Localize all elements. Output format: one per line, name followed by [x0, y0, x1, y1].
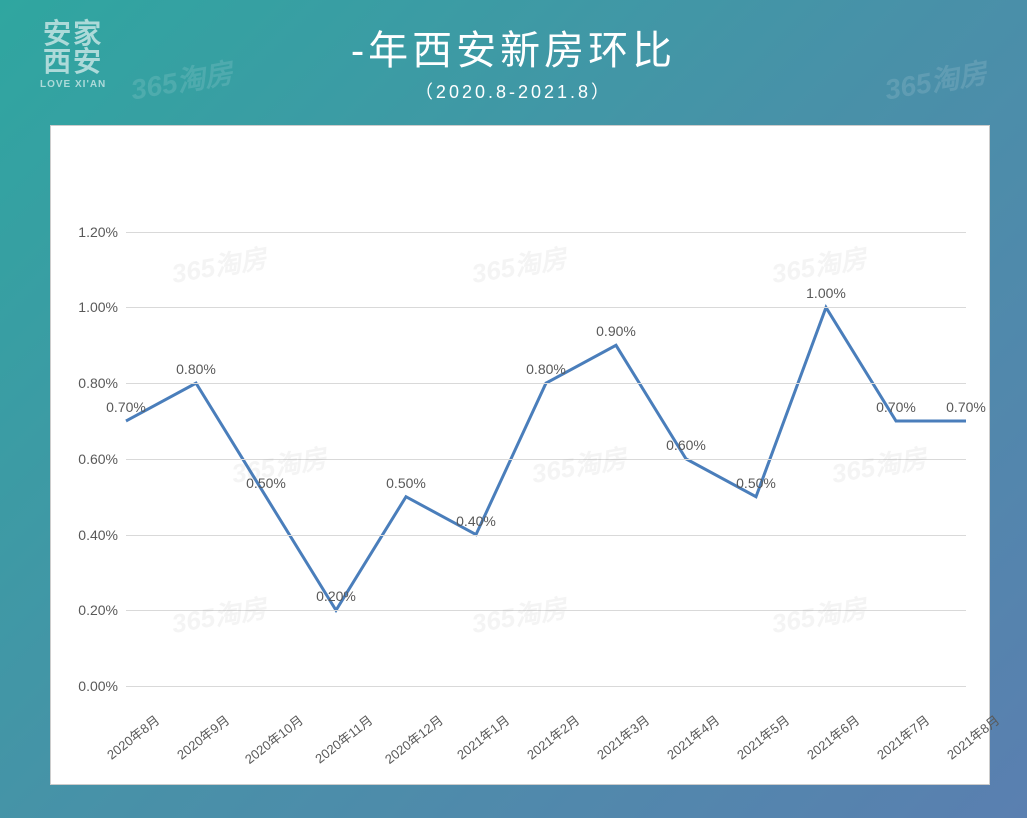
data-label: 0.50% [246, 475, 286, 491]
x-tick-label: 2020年11月 [310, 710, 376, 767]
gridline [126, 383, 966, 384]
data-label: 0.70% [106, 399, 146, 415]
y-tick-label: 0.40% [78, 527, 118, 543]
gridline [126, 459, 966, 460]
data-label: 0.60% [666, 437, 706, 453]
x-tick-label: 2021年5月 [732, 710, 793, 763]
x-tick-label: 2020年10月 [240, 710, 306, 768]
data-label: 0.80% [176, 361, 216, 377]
x-tick-label: 2021年7月 [872, 710, 933, 763]
data-label: 0.50% [386, 475, 426, 491]
gridline [126, 307, 966, 308]
x-tick-label: 2021年3月 [592, 710, 653, 763]
y-tick-label: 0.20% [78, 602, 118, 618]
x-tick-label: 2021年8月 [942, 710, 1003, 763]
x-tick-label: 2020年9月 [172, 710, 233, 763]
x-tick-label: 2021年4月 [662, 710, 723, 763]
data-label: 0.20% [316, 588, 356, 604]
gridline [126, 686, 966, 687]
gridline [126, 535, 966, 536]
data-label: 0.80% [526, 361, 566, 377]
x-tick-label: 2021年6月 [802, 710, 863, 763]
x-tick-label: 2020年12月 [380, 710, 446, 768]
data-label: 0.50% [736, 475, 776, 491]
data-label: 0.40% [456, 513, 496, 529]
y-tick-label: 0.80% [78, 375, 118, 391]
gridline [126, 232, 966, 233]
y-tick-label: 0.00% [78, 678, 118, 694]
data-label: 0.70% [946, 399, 986, 415]
chart-title: -年西安新房环比 [0, 18, 1027, 76]
y-tick-label: 0.60% [78, 451, 118, 467]
chart-subtitle: （2020.8-2021.8） [0, 78, 1027, 104]
y-tick-label: 1.20% [78, 224, 118, 240]
chart-container: 0.00% 0.20% 0.40% 0.60% 0.80% 1.00% 1.20% 2020年… [50, 125, 990, 785]
gridline [126, 610, 966, 611]
x-tick-label: 2021年2月 [522, 710, 583, 763]
plot-area: 0.00%0.20%0.40%0.60%0.80%1.00%1.20%2020年… [126, 156, 966, 686]
data-label: 0.70% [876, 399, 916, 415]
data-label: 1.00% [806, 285, 846, 301]
line-chart-svg [126, 156, 966, 686]
x-tick-label: 2021年1月 [452, 710, 513, 763]
x-tick-label: 2020年8月 [102, 710, 163, 763]
data-label: 0.90% [596, 323, 636, 339]
y-tick-label: 1.00% [78, 299, 118, 315]
